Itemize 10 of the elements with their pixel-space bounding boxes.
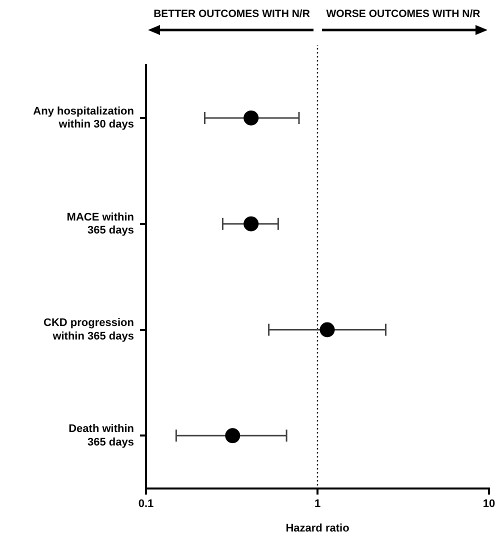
x-tick-label: 1 [314, 498, 321, 510]
text: BETTER OUTCOMES WITH N/R [154, 8, 310, 20]
y-tick-label: MACE within 365 days [66, 211, 134, 236]
y-tick-label: CKD progression within 365 days [44, 317, 134, 342]
x-axis-title: Hazard ratio [286, 522, 350, 534]
x-tick-label: 0.1 [138, 498, 154, 510]
y-tick-label: Death within 365 days [68, 423, 134, 448]
text: WORSE OUTCOMES WITH N/R [326, 8, 480, 20]
x-tick-label: 10 [482, 498, 496, 510]
y-tick-label: Any hospitalization within 30 days [33, 105, 134, 131]
